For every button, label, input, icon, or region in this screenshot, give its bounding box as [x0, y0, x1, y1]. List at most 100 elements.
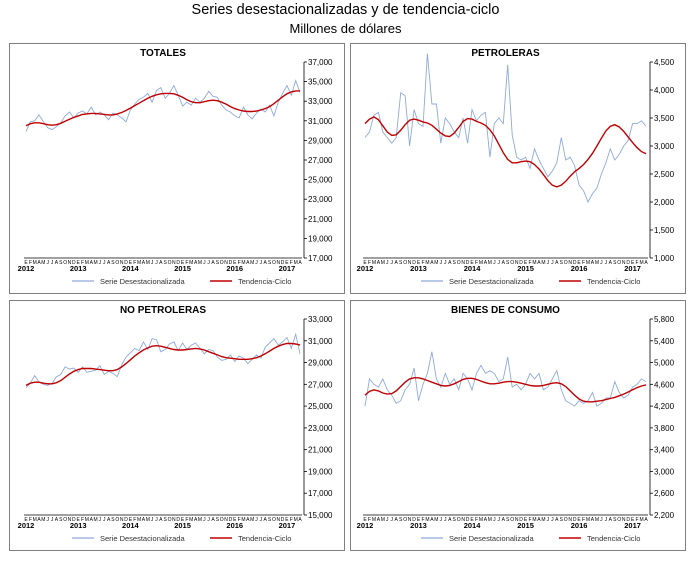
chart-title: NO PETROLERAS — [120, 305, 206, 316]
y-tick-label: 5,400 — [654, 337, 675, 346]
x-month-label: F — [238, 517, 241, 523]
x-year-label: 2017 — [624, 264, 641, 273]
x-month-label: N — [515, 260, 519, 266]
x-month-label: M — [425, 260, 429, 266]
x-month-label: D — [281, 260, 285, 266]
x-month-label: J — [46, 260, 49, 266]
y-tick-label: 3,500 — [654, 114, 675, 123]
legend-label-desestacionalizada: Serie Desestacionalizada — [449, 534, 534, 543]
legend-label-desestacionalizada: Serie Desestacionalizada — [449, 277, 534, 286]
x-year-label: 2013 — [70, 264, 87, 273]
x-month-label: A — [484, 517, 488, 523]
x-month-label: D — [466, 517, 470, 523]
x-month-label: D — [176, 517, 180, 523]
x-year-label: 2012 — [18, 521, 35, 530]
x-month-label: M — [532, 260, 536, 266]
x-month-label: F — [185, 517, 188, 523]
x-month-label: N — [461, 260, 465, 266]
x-month-label: J — [203, 517, 206, 523]
x-month-label: E — [470, 517, 474, 523]
x-month-label: M — [94, 260, 98, 266]
chart-panel-totales: TOTALES 37,000 35,000 33,000 31,000 29,000 27,… — [9, 43, 345, 294]
x-month-label: E — [181, 517, 185, 523]
x-month-label: S — [399, 260, 403, 266]
x-month-label: E — [470, 260, 474, 266]
y-tick-label: 29,000 — [308, 136, 333, 145]
x-month-label: O — [115, 260, 119, 266]
x-month-label: F — [421, 260, 424, 266]
x-month-label: J — [600, 517, 603, 523]
x-month-label: N — [408, 517, 412, 523]
x-month-label: A — [90, 517, 94, 523]
x-month-label: J — [260, 260, 263, 266]
x-month-label: F — [529, 517, 532, 523]
x-month-label: D — [626, 260, 630, 266]
x-month-label: F — [368, 517, 371, 523]
x-month-label: A — [211, 517, 215, 523]
x-year-label: 2017 — [624, 521, 641, 530]
x-month-label: M — [595, 517, 599, 523]
x-month-label: S — [111, 517, 115, 523]
page-subtitle: Millones de dólares — [289, 21, 402, 36]
x-month-label: S — [164, 260, 168, 266]
x-month-label: E — [77, 260, 81, 266]
y-tick-label: 23,000 — [308, 424, 333, 433]
x-month-label: A — [298, 517, 302, 523]
x-year-label: 2014 — [122, 264, 140, 273]
x-month-label: S — [453, 260, 457, 266]
y-tick-label: 21,000 — [308, 215, 333, 224]
series-line-tendencia-ciclo — [25, 342, 301, 387]
series-line-desestacionalizada — [25, 79, 301, 132]
x-month-label: O — [457, 517, 461, 523]
x-month-label: A — [298, 260, 302, 266]
x-month-label: F — [421, 517, 424, 523]
y-tick-label: 25,000 — [308, 176, 333, 185]
x-month-label: M — [198, 260, 202, 266]
x-month-label: S — [216, 517, 220, 523]
x-month-label: J — [255, 260, 258, 266]
x-month-label: M — [198, 517, 202, 523]
x-month-label: J — [551, 260, 554, 266]
x-month-label: F — [133, 517, 136, 523]
x-month-label: A — [211, 260, 215, 266]
y-tick-label: 4,500 — [654, 58, 675, 67]
x-month-label: O — [115, 517, 119, 523]
x-month-label: M — [294, 517, 298, 523]
x-month-label: M — [425, 517, 429, 523]
x-month-label: J — [547, 260, 550, 266]
y-tick-label: 19,000 — [308, 467, 333, 476]
y-tick-label: 15,000 — [308, 511, 333, 520]
x-month-label: S — [216, 260, 220, 266]
x-month-label: O — [510, 260, 514, 266]
x-month-label: A — [264, 517, 268, 523]
y-tick-label: 27,000 — [308, 156, 333, 165]
y-tick-label: 2,500 — [654, 170, 675, 179]
x-month-label: M — [595, 260, 599, 266]
x-month-label: M — [541, 517, 545, 523]
x-month-label: M — [33, 260, 37, 266]
y-tick-label: 5,800 — [654, 315, 675, 324]
y-tick-label: 33,000 — [308, 315, 333, 324]
series-line-tendencia-ciclo — [364, 377, 647, 403]
x-month-label: D — [72, 260, 76, 266]
x-month-label: O — [272, 260, 276, 266]
x-month-label: S — [268, 517, 272, 523]
series-line-tendencia-ciclo — [364, 116, 647, 188]
y-tick-label: 31,000 — [308, 117, 333, 126]
x-month-label: E — [417, 260, 421, 266]
x-month-label: J — [444, 517, 447, 523]
x-month-label: D — [466, 260, 470, 266]
x-month-label: A — [55, 260, 59, 266]
x-month-label: N — [622, 260, 626, 266]
x-month-label: J — [493, 260, 496, 266]
x-month-label: A — [395, 260, 399, 266]
x-month-label: F — [368, 260, 371, 266]
x-month-label: A — [448, 260, 452, 266]
y-tick-label: 5,000 — [654, 359, 675, 368]
x-month-label: O — [168, 517, 172, 523]
x-month-label: J — [155, 260, 158, 266]
x-month-label: A — [159, 260, 163, 266]
legend-label-tendencia-ciclo: Tendencia-Ciclo — [587, 534, 640, 543]
x-month-label: E — [417, 517, 421, 523]
legend-label-tendencia-ciclo: Tendencia-Ciclo — [238, 277, 291, 286]
